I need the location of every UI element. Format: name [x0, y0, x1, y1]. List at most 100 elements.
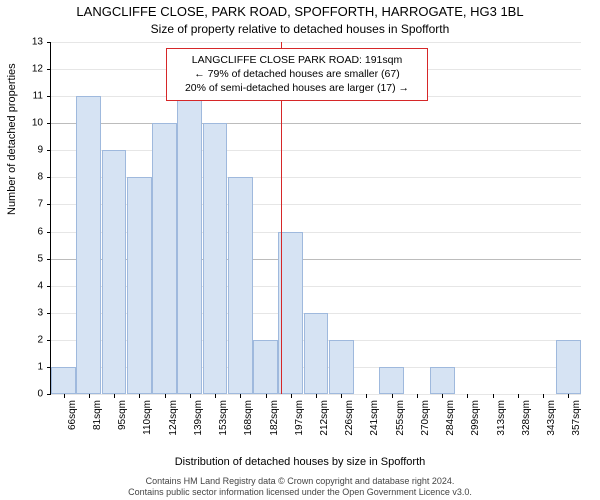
x-tick-mark — [568, 394, 569, 398]
x-tick-label: 313sqm — [496, 400, 507, 436]
x-tick-mark — [89, 394, 90, 398]
info-box-line: ← 79% of detached houses are smaller (67… — [175, 67, 419, 81]
x-tick-label: 124sqm — [168, 400, 179, 436]
x-tick-label: 182sqm — [269, 400, 280, 436]
x-tick-label: 95sqm — [117, 400, 128, 430]
x-tick-mark — [139, 394, 140, 398]
histogram-bar — [51, 367, 76, 394]
x-axis-label: Distribution of detached houses by size … — [0, 456, 600, 468]
y-tick-label: 2 — [13, 334, 43, 345]
x-tick-mark — [417, 394, 418, 398]
y-tick-mark — [47, 286, 51, 287]
y-tick-mark — [47, 259, 51, 260]
x-tick-mark — [366, 394, 367, 398]
x-tick-mark — [64, 394, 65, 398]
info-box-line: LANGCLIFFE CLOSE PARK ROAD: 191sqm — [175, 53, 419, 67]
x-tick-mark — [240, 394, 241, 398]
y-tick-label: 1 — [13, 361, 43, 372]
y-tick-mark — [47, 96, 51, 97]
x-tick-label: 212sqm — [319, 400, 330, 436]
y-tick-label: 10 — [13, 118, 43, 129]
footer-line-2: Contains public sector information licen… — [0, 487, 600, 498]
histogram-bar — [379, 367, 404, 394]
histogram-bar — [127, 177, 152, 394]
x-tick-label: 226sqm — [344, 400, 355, 436]
x-tick-mark — [266, 394, 267, 398]
x-tick-mark — [165, 394, 166, 398]
y-tick-mark — [47, 394, 51, 395]
x-tick-mark — [392, 394, 393, 398]
x-tick-label: 81sqm — [92, 400, 103, 430]
x-tick-mark — [543, 394, 544, 398]
y-tick-label: 4 — [13, 280, 43, 291]
y-tick-mark — [47, 150, 51, 151]
x-tick-mark — [215, 394, 216, 398]
histogram-bar — [278, 232, 303, 394]
y-tick-label: 6 — [13, 226, 43, 237]
x-tick-mark — [341, 394, 342, 398]
x-tick-label: 66sqm — [67, 400, 78, 430]
info-box: LANGCLIFFE CLOSE PARK ROAD: 191sqm← 79% … — [166, 48, 428, 101]
histogram-bar — [329, 340, 354, 394]
x-tick-mark — [190, 394, 191, 398]
x-tick-label: 255sqm — [395, 400, 406, 436]
x-tick-label: 357sqm — [571, 400, 582, 436]
y-tick-mark — [47, 204, 51, 205]
x-tick-mark — [316, 394, 317, 398]
y-tick-mark — [47, 232, 51, 233]
x-tick-mark — [442, 394, 443, 398]
x-tick-label: 343sqm — [546, 400, 557, 436]
x-tick-label: 284sqm — [445, 400, 456, 436]
chart-container: { "title": "LANGCLIFFE CLOSE, PARK ROAD,… — [0, 0, 600, 500]
histogram-bar — [177, 96, 202, 394]
y-tick-label: 9 — [13, 145, 43, 156]
x-tick-mark — [114, 394, 115, 398]
x-tick-mark — [493, 394, 494, 398]
histogram-bar — [304, 313, 329, 394]
gridline-h — [51, 123, 581, 124]
x-tick-mark — [518, 394, 519, 398]
chart-footer: Contains HM Land Registry data © Crown c… — [0, 476, 600, 499]
y-tick-mark — [47, 313, 51, 314]
gridline-h — [51, 42, 581, 43]
histogram-bar — [102, 150, 127, 394]
y-tick-label: 13 — [13, 37, 43, 48]
x-tick-label: 299sqm — [470, 400, 481, 436]
y-tick-mark — [47, 69, 51, 70]
x-tick-label: 139sqm — [193, 400, 204, 436]
histogram-bar — [430, 367, 455, 394]
x-tick-label: 270sqm — [420, 400, 431, 436]
histogram-bar — [228, 177, 253, 394]
gridline-h — [51, 150, 581, 151]
y-tick-label: 7 — [13, 199, 43, 210]
histogram-bar — [556, 340, 581, 394]
histogram-bar — [152, 123, 177, 394]
x-tick-label: 241sqm — [369, 400, 380, 436]
y-tick-label: 11 — [13, 91, 43, 102]
y-tick-mark — [47, 42, 51, 43]
y-tick-mark — [47, 340, 51, 341]
x-tick-mark — [467, 394, 468, 398]
histogram-bar — [203, 123, 228, 394]
x-tick-label: 168sqm — [243, 400, 254, 436]
y-tick-label: 5 — [13, 253, 43, 264]
footer-line-1: Contains HM Land Registry data © Crown c… — [0, 476, 600, 487]
x-tick-label: 197sqm — [294, 400, 305, 436]
info-box-line: 20% of semi-detached houses are larger (… — [175, 81, 419, 95]
y-tick-label: 12 — [13, 64, 43, 75]
chart-subtitle: Size of property relative to detached ho… — [0, 22, 600, 36]
x-tick-label: 328sqm — [521, 400, 532, 436]
histogram-bar — [253, 340, 278, 394]
y-tick-label: 3 — [13, 307, 43, 318]
y-tick-mark — [47, 123, 51, 124]
y-tick-label: 0 — [13, 389, 43, 400]
x-tick-mark — [291, 394, 292, 398]
histogram-bar — [76, 96, 101, 394]
y-tick-label: 8 — [13, 172, 43, 183]
y-tick-mark — [47, 177, 51, 178]
x-tick-label: 153sqm — [218, 400, 229, 436]
chart-title: LANGCLIFFE CLOSE, PARK ROAD, SPOFFORTH, … — [0, 4, 600, 19]
y-axis-label: Number of detached properties — [6, 63, 18, 215]
x-tick-label: 110sqm — [142, 400, 153, 435]
plot-area: 01234567891011121366sqm81sqm95sqm110sqm1… — [50, 42, 581, 395]
